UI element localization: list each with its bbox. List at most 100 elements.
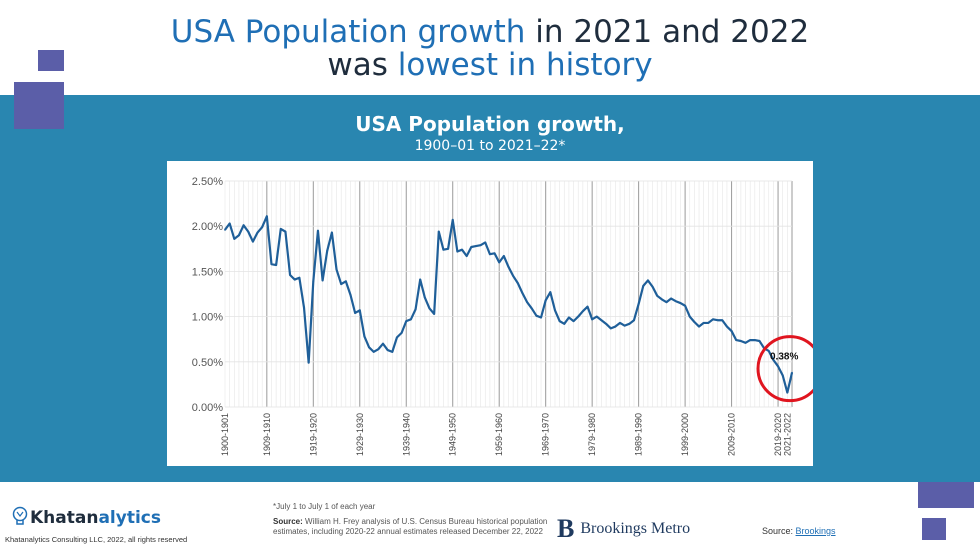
data-point xyxy=(405,320,408,323)
data-point xyxy=(735,339,738,342)
data-point xyxy=(791,371,793,374)
data-point xyxy=(586,305,589,308)
data-point xyxy=(558,320,561,323)
data-point xyxy=(549,291,552,294)
brand-name-suffix: alytics xyxy=(98,508,161,528)
data-point xyxy=(437,230,440,233)
brand-name: Khatanalytics xyxy=(30,508,161,528)
data-point xyxy=(349,294,352,296)
x-tick-label: 1909-1910 xyxy=(262,413,272,456)
lightbulb-icon xyxy=(12,506,28,525)
y-tick-label: 1.50% xyxy=(192,266,223,278)
data-point xyxy=(461,248,463,251)
data-point xyxy=(749,339,752,342)
data-point xyxy=(665,301,668,304)
data-point xyxy=(428,307,431,310)
decor-square-large-top-overlay xyxy=(14,95,64,129)
data-point xyxy=(554,309,556,312)
data-point xyxy=(265,215,268,218)
data-point xyxy=(479,244,482,247)
data-point xyxy=(688,315,691,318)
source-right: Source: Brookings xyxy=(762,526,836,536)
data-point xyxy=(698,325,700,328)
data-point xyxy=(535,314,538,317)
data-point xyxy=(484,241,487,244)
data-point xyxy=(293,278,296,281)
data-point xyxy=(368,346,370,349)
data-point xyxy=(303,306,305,309)
decor-square-small-top xyxy=(38,50,64,71)
data-point xyxy=(540,316,542,319)
data-point xyxy=(270,263,273,266)
data-point xyxy=(363,335,366,338)
data-point xyxy=(261,226,264,229)
data-point xyxy=(335,268,338,271)
data-point xyxy=(423,296,426,299)
data-point xyxy=(372,350,375,353)
y-tick-label: 2.00% xyxy=(192,221,223,233)
brand-name-prefix: Khatan xyxy=(30,508,99,528)
data-point xyxy=(642,284,645,287)
data-point xyxy=(284,230,287,233)
data-point xyxy=(707,322,710,324)
data-point xyxy=(702,322,705,324)
data-point xyxy=(637,303,640,305)
data-point xyxy=(609,327,612,330)
data-point xyxy=(344,280,347,283)
data-point xyxy=(330,231,333,234)
data-point xyxy=(498,261,501,264)
data-point xyxy=(651,285,654,288)
data-point xyxy=(493,252,496,255)
data-point xyxy=(247,230,250,233)
source-label: Source: xyxy=(273,517,303,526)
chart-title: USA Population growth, xyxy=(355,112,625,136)
brookings-logo: B Brookings Metro xyxy=(557,514,690,544)
data-point xyxy=(670,297,673,300)
data-point xyxy=(470,246,473,248)
data-point xyxy=(693,321,696,323)
chart-subtitle: 1900–01 to 2021–22* xyxy=(414,138,566,154)
data-point xyxy=(391,350,394,353)
data-point xyxy=(256,231,259,234)
data-point xyxy=(307,361,310,364)
brookings-letter: B xyxy=(557,514,575,543)
data-point xyxy=(786,391,789,394)
data-point xyxy=(386,349,389,351)
x-tick-label: 1900-1901 xyxy=(220,413,230,456)
data-point xyxy=(739,340,742,342)
brookings-source-link[interactable]: Brookings xyxy=(795,526,836,536)
data-point xyxy=(358,309,361,312)
data-point xyxy=(660,298,663,301)
headline-highlight-1: USA Population growth xyxy=(170,14,526,50)
data-point xyxy=(767,350,770,352)
data-point xyxy=(340,283,343,285)
data-point xyxy=(530,307,533,310)
x-tick-label: 1999-2000 xyxy=(680,413,690,456)
data-point xyxy=(433,312,436,315)
data-point xyxy=(572,320,575,323)
y-tick-label: 1.00% xyxy=(192,312,223,324)
x-tick-label: 1919-1920 xyxy=(308,413,318,456)
data-point xyxy=(563,322,566,325)
data-point xyxy=(312,280,315,283)
decor-square-small-bottom xyxy=(922,518,946,540)
data-point xyxy=(568,316,570,319)
y-tick-label: 0.00% xyxy=(192,402,223,414)
data-point xyxy=(577,315,580,318)
data-point xyxy=(716,319,719,322)
data-point xyxy=(410,318,412,321)
data-point xyxy=(414,308,417,311)
data-point xyxy=(623,324,626,327)
data-point xyxy=(354,312,357,314)
x-tick-label: 1959-1960 xyxy=(494,413,504,456)
chart-panel: 2.50% 2.00% 1.50% 1.00% 0.50% 0.00% 1900-1901 1… xyxy=(167,161,824,466)
x-tick-label: 2021-2022 xyxy=(782,413,792,456)
x-tick-label: 1949-1950 xyxy=(448,413,458,456)
y-tick-label: 2.50% xyxy=(192,176,223,188)
data-point xyxy=(238,234,240,237)
footnote: *July 1 to July 1 of each year xyxy=(273,502,376,511)
data-point xyxy=(465,255,468,257)
data-point xyxy=(726,325,728,328)
headline-rest-1: in 2021 and 2022 xyxy=(525,14,810,50)
y-tick-label: 0.50% xyxy=(192,357,223,369)
